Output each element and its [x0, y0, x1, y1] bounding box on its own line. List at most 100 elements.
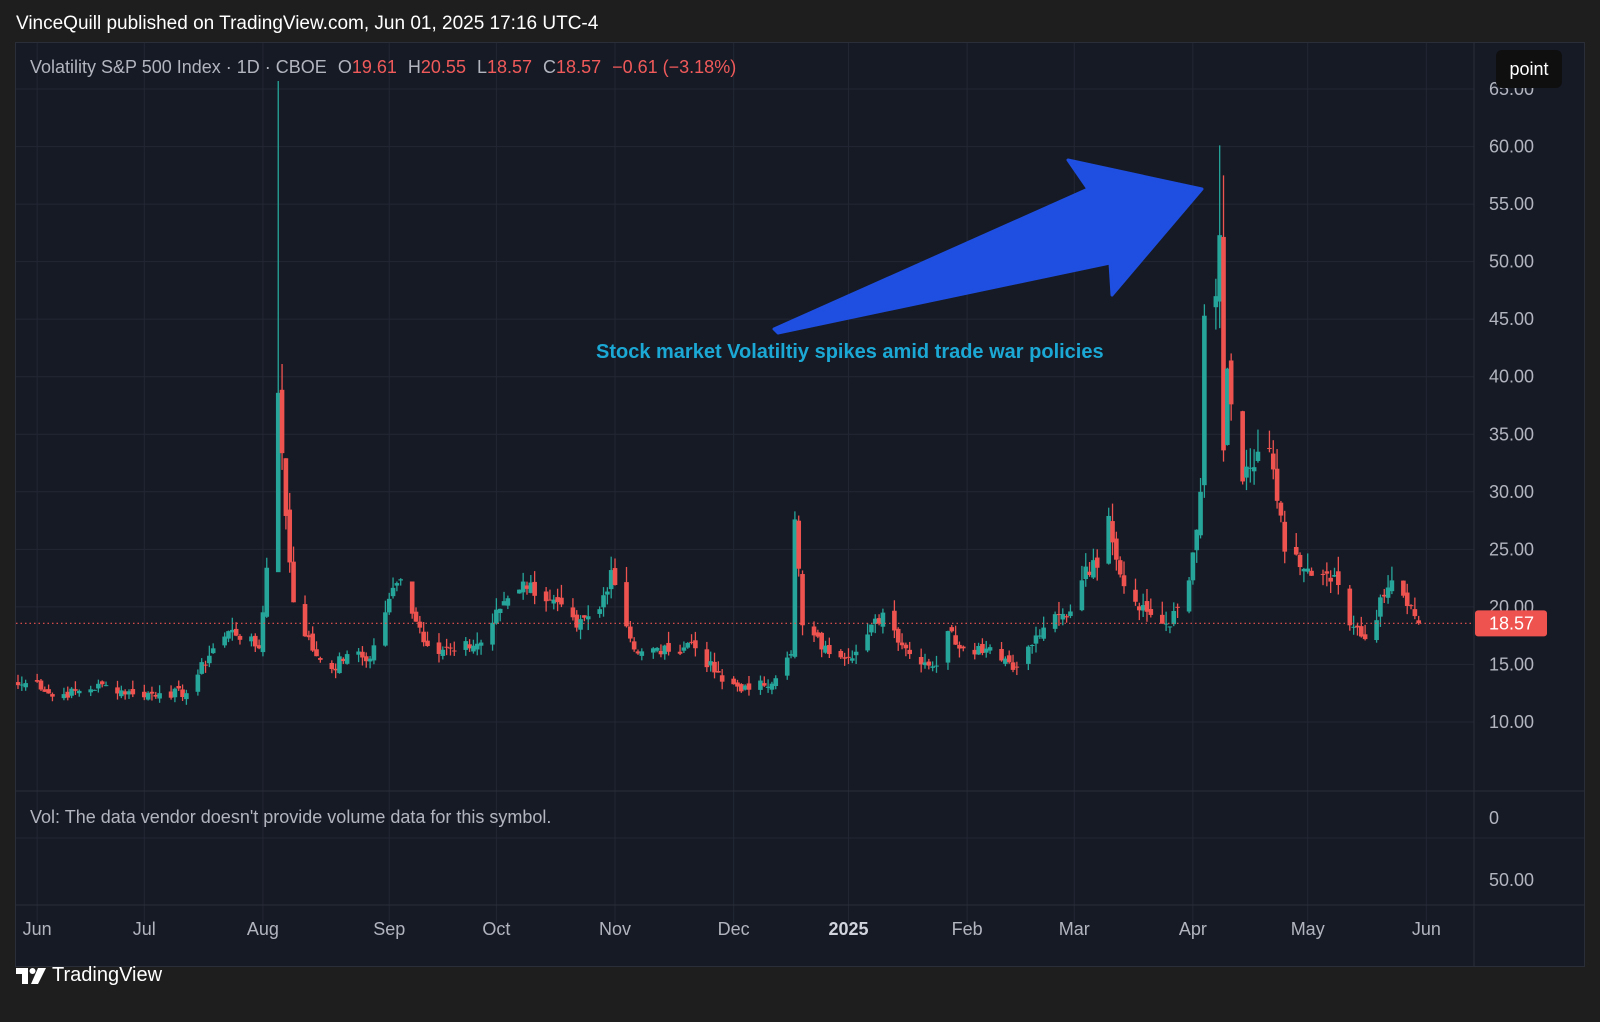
candle-body — [532, 581, 537, 596]
candle-body — [987, 647, 993, 651]
candle-body — [819, 632, 824, 650]
candle-body — [1225, 368, 1230, 445]
candle-body — [1297, 554, 1303, 568]
candle-body — [976, 646, 981, 655]
candle-body — [1033, 635, 1039, 644]
candle-body — [1248, 467, 1253, 469]
candle-body — [1163, 623, 1169, 625]
candle-body — [130, 689, 136, 695]
candle-body — [631, 641, 637, 650]
candle-body — [608, 570, 614, 590]
candle-body — [681, 647, 687, 651]
candle-body — [497, 608, 503, 614]
candle-body — [853, 651, 859, 656]
price-axis-label: 45.00 — [1489, 309, 1534, 329]
annotation-arrow-icon — [772, 158, 1204, 335]
candle-body — [769, 683, 775, 690]
price-axis-label: 55.00 — [1489, 194, 1534, 214]
candle-body — [1117, 560, 1123, 575]
candle-body — [662, 645, 668, 655]
candle-body — [517, 589, 522, 594]
candle-body — [1110, 521, 1115, 543]
candle-body — [390, 587, 396, 597]
candle-body — [46, 689, 51, 694]
candle-body — [1412, 609, 1418, 617]
candle-body — [1332, 575, 1337, 577]
candle-body — [1324, 571, 1330, 574]
candle-body — [337, 656, 342, 674]
candle-body — [869, 624, 874, 633]
candle-body — [849, 658, 855, 661]
symbol-name: Volatility S&P 500 Index · 1D · CBOE — [30, 57, 327, 77]
candle-body — [279, 389, 285, 454]
close-label: C — [543, 57, 557, 77]
price-axis-label: 35.00 — [1489, 424, 1534, 444]
candle-body — [1056, 614, 1062, 616]
candle-body — [1060, 613, 1066, 620]
candle-body — [1217, 235, 1222, 302]
candle-body — [398, 579, 404, 581]
candle-body — [1121, 575, 1127, 587]
candle-body — [1026, 646, 1031, 664]
candle-body — [233, 628, 239, 636]
candle-body — [1171, 610, 1177, 625]
time-axis-label: May — [1291, 919, 1325, 939]
tradingview-brand[interactable]: TradingView — [16, 964, 162, 987]
candle-body — [601, 595, 606, 608]
candle-body — [865, 634, 870, 651]
candle-body — [922, 662, 928, 666]
candle-body — [409, 581, 415, 614]
candle-body — [1389, 580, 1395, 592]
candle-body — [972, 649, 978, 655]
candle-body — [1106, 515, 1112, 564]
candle-body — [1404, 592, 1410, 606]
candle-body — [712, 661, 717, 673]
candle-body — [471, 645, 476, 652]
candle-body — [463, 641, 469, 650]
time-axis-label: Jun — [1412, 919, 1441, 939]
candle-body — [735, 682, 740, 687]
candle-body — [983, 648, 989, 653]
candle-body — [340, 658, 346, 662]
candle-body — [949, 627, 955, 632]
last-price-badge — [1475, 610, 1547, 637]
candle-body — [23, 683, 28, 688]
open-label: O — [337, 57, 352, 77]
point-mode-button[interactable]: point — [1496, 50, 1562, 88]
candle-body — [1309, 570, 1314, 576]
candle-body — [73, 689, 78, 691]
candle-body — [823, 645, 828, 653]
candle-body — [367, 658, 373, 662]
candle-body — [386, 598, 392, 613]
candle-body — [1347, 588, 1353, 626]
candle-body — [815, 632, 821, 637]
candle-body — [1274, 468, 1280, 501]
candle-body — [918, 656, 924, 665]
candle-body — [394, 583, 400, 586]
candle-body — [666, 642, 671, 652]
candle-body — [685, 642, 691, 648]
candle-body — [275, 392, 281, 573]
annotation-text: Stock market Volatiltiy spikes amid trad… — [596, 341, 1104, 363]
candle-body — [210, 648, 216, 654]
candle-body — [1293, 547, 1299, 555]
candle-body — [1133, 589, 1138, 602]
candle-body — [203, 664, 208, 666]
low-label: L — [476, 57, 487, 77]
candle-body — [88, 689, 94, 693]
candle-body — [444, 646, 449, 648]
candle-body — [96, 683, 101, 689]
tradingview-logo-icon — [16, 967, 46, 984]
candle-body — [195, 674, 201, 692]
chart-frame[interactable]: Stock market Volatiltiy spikes amid trad… — [15, 42, 1585, 967]
candle-body — [99, 681, 105, 685]
time-axis-label: Aug — [247, 919, 279, 939]
candle-body — [287, 509, 293, 563]
candlestick-chart[interactable]: Stock market Volatiltiy spikes amid trad… — [16, 43, 1585, 967]
time-axis-label: Sep — [373, 919, 405, 939]
time-axis-label: Mar — [1059, 919, 1090, 939]
candle-body — [356, 651, 361, 655]
candle-body — [363, 656, 369, 662]
candle-body — [1270, 453, 1276, 470]
candle-body — [1378, 597, 1383, 617]
